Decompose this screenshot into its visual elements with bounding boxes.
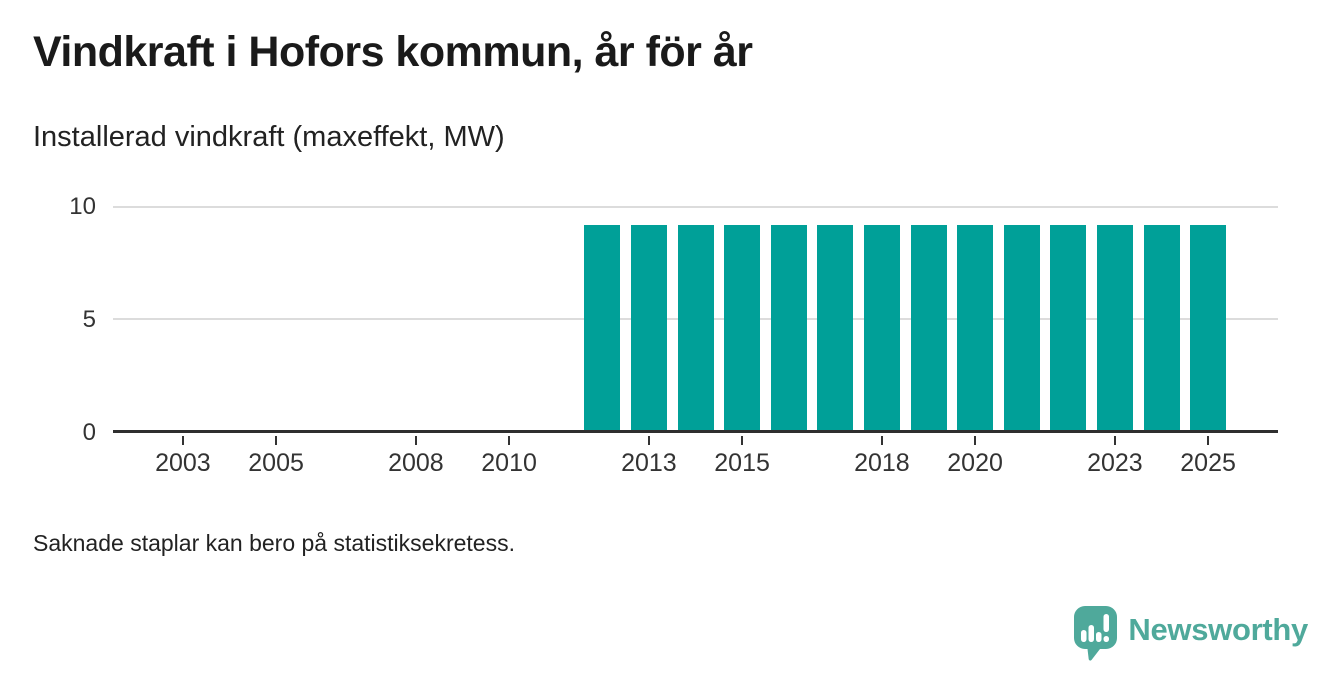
- bar-2017: [817, 224, 854, 430]
- x-axis: 2003 2005 2008 2010 2013 2015 2018 2020 2023 2025: [113, 436, 1278, 491]
- newsworthy-wordmark: Newsworthy: [1128, 611, 1308, 647]
- chart-subtitle: Installerad vindkraft (maxeffekt, MW): [33, 121, 505, 153]
- x-tick-2005: [275, 436, 278, 445]
- bar-2024: [1143, 224, 1180, 430]
- x-tick-2020: [974, 436, 977, 445]
- chart-footnote: Saknade staplar kan bero på statistiksek…: [33, 530, 515, 556]
- bar-2014: [677, 224, 714, 430]
- x-tick-2018: [880, 436, 883, 445]
- x-tick-label-2010: 2010: [481, 449, 537, 477]
- x-tick-2008: [414, 436, 417, 445]
- chart-title: Vindkraft i Hofors kommun, år för år: [33, 28, 753, 76]
- y-tick-label-5: 5: [82, 306, 96, 333]
- bar-2020: [957, 224, 994, 430]
- x-tick-label-2020: 2020: [947, 449, 1003, 477]
- bar-2015: [724, 224, 761, 430]
- x-tick-2013: [647, 436, 650, 445]
- bar-2019: [910, 224, 947, 430]
- newsworthy-branding: Newsworthy: [1073, 605, 1308, 662]
- x-tick-label-2003: 2003: [155, 449, 211, 477]
- x-tick-label-2025: 2025: [1180, 449, 1236, 477]
- x-tick-label-2018: 2018: [854, 449, 910, 477]
- x-tick-2025: [1207, 436, 1210, 445]
- gridline-y-10: [113, 206, 1278, 208]
- x-tick-label-2013: 2013: [621, 449, 677, 477]
- x-tick-label-2008: 2008: [388, 449, 444, 477]
- x-tick-2015: [741, 436, 744, 445]
- bar-2023: [1096, 224, 1133, 430]
- x-tick-label-2015: 2015: [714, 449, 770, 477]
- x-tick-label-2005: 2005: [248, 449, 304, 477]
- plot-area: [113, 206, 1278, 433]
- newsworthy-logo-icon: [1074, 606, 1118, 661]
- bar-2025: [1190, 224, 1227, 430]
- y-tick-label-0: 0: [82, 419, 96, 446]
- x-tick-label-2023: 2023: [1087, 449, 1143, 477]
- bar-2016: [770, 224, 807, 430]
- bar-2018: [863, 224, 900, 430]
- bar-2021: [1003, 224, 1040, 430]
- bar-2012: [584, 224, 621, 430]
- bar-2022: [1050, 224, 1087, 430]
- y-tick-label-10: 10: [69, 193, 96, 220]
- x-tick-2003: [181, 436, 184, 445]
- x-tick-2023: [1113, 436, 1116, 445]
- bar-2013: [630, 224, 667, 430]
- x-tick-2010: [508, 436, 511, 445]
